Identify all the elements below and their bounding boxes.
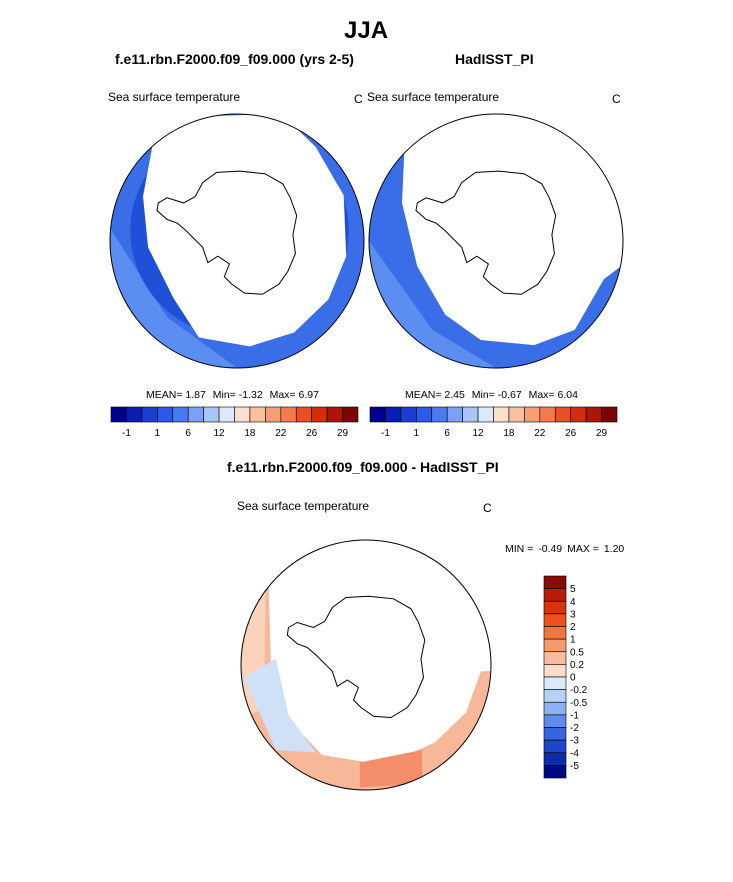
colorbar-tick-label: 1: [570, 635, 576, 646]
right-max-label: Max=: [528, 389, 555, 401]
colorbar-tick-label: 2: [570, 622, 576, 633]
colorbar-tick-label: 29: [337, 428, 349, 439]
colorbar-tick-label: 26: [565, 428, 577, 439]
left-units-label: C: [354, 92, 363, 106]
colorbar-segment: [543, 664, 567, 678]
map-boundary: [240, 539, 492, 791]
colorbar-segment: [543, 651, 567, 665]
colorbar-segment: [543, 701, 567, 716]
colorbar-segment: [543, 575, 567, 589]
colorbar-tick-label: 1: [414, 428, 420, 439]
colorbar-tick-label: -5: [570, 761, 579, 772]
left-max-value: 6.97: [298, 389, 319, 401]
left-variable-label: Sea surface temperature: [108, 90, 241, 104]
diff-max-label: MAX =: [567, 543, 599, 555]
colorbar-tick-label: 0.2: [570, 660, 584, 671]
diff-stats: MIN = -0.49 MAX = 1.20: [505, 543, 624, 555]
colorbar-tick-label: -2: [570, 723, 579, 734]
diff-min-value: -0.49: [538, 543, 563, 555]
right-variable-label: Sea surface temperature: [367, 90, 500, 104]
colorbar-tick-label: -0.5: [570, 698, 588, 709]
colorbar-tick-label: 18: [244, 428, 256, 439]
colorbar-segment: [543, 600, 567, 615]
colorbar-tick-label: 3: [570, 609, 576, 620]
right-max-value: 6.04: [557, 389, 578, 401]
colorbar-tick-label: -1: [122, 428, 131, 439]
colorbar-tick-label: 4: [570, 597, 576, 608]
colorbar-tick-label: 26: [306, 428, 318, 439]
diff-panel-title: f.e11.rbn.F2000.f09_f09.000 - HadISST_PI: [227, 459, 499, 475]
left-stats: MEAN= 1.87 Min= -1.32 Max= 6.97: [146, 389, 319, 401]
left-min-value: -1.32: [238, 389, 263, 401]
colorbar-tick-label: -3: [570, 736, 579, 747]
colorbar-tick-label: -0.2: [570, 685, 588, 696]
colorbar-segment: [601, 406, 618, 423]
colorbar-segment: [543, 752, 567, 766]
right-stats: MEAN= 2.45 Min= -0.67 Max= 6.04: [405, 389, 578, 401]
page-title: JJA: [344, 17, 389, 44]
positive-anomaly-strong: [359, 750, 423, 788]
antarctica-coastline: [156, 170, 298, 295]
right-panel-title: HadISST_PI: [455, 51, 534, 67]
colorbar-segment: [543, 626, 567, 640]
colorbar-tick-label: 6: [444, 428, 450, 439]
colorbar-tick-label: 1: [155, 428, 161, 439]
colorbar-tick-label: -1: [570, 710, 579, 721]
colorbar-segment: [342, 406, 359, 423]
colorbar-tick-label: 6: [185, 428, 191, 439]
right-min-label: Min=: [471, 389, 495, 401]
diff-min-label: MIN =: [505, 543, 534, 555]
colorbar-tick-label: 18: [503, 428, 515, 439]
right-mean-value: 2.45: [444, 389, 465, 401]
colorbar-tick-label: 12: [214, 428, 226, 439]
diff-units-label: C: [483, 501, 492, 515]
colorbar-segment: [543, 765, 567, 779]
left-mean-value: 1.87: [185, 389, 206, 401]
antarctica-coastline: [286, 595, 426, 719]
colorbar-tick-label: 12: [473, 428, 485, 439]
colorbar-segment: [543, 727, 567, 741]
colorbar-segment: [543, 714, 567, 728]
left-mean-label: MEAN=: [146, 389, 183, 401]
colorbar-segment: [543, 588, 567, 602]
colorbar-tick-label: -1: [381, 428, 390, 439]
left-panel-title: f.e11.rbn.F2000.f09_f09.000 (yrs 2-5): [115, 51, 354, 67]
colorbar-segment: [543, 676, 567, 690]
map-boundary: [109, 113, 365, 369]
colorbar-tick-label: 29: [596, 428, 608, 439]
colorbar-tick-label: 22: [275, 428, 287, 439]
diff-variable-label: Sea surface temperature: [237, 499, 370, 513]
colorbar-tick-label: -4: [570, 748, 579, 759]
colorbar-segment: [543, 689, 567, 703]
colorbar-segment: [543, 739, 567, 754]
left-min-label: Min=: [212, 389, 236, 401]
colorbar-segment: [543, 638, 567, 653]
colorbar-tick-label: 0.5: [570, 647, 584, 658]
map-boundary: [368, 113, 624, 369]
right-mean-label: MEAN=: [405, 389, 442, 401]
negative-anomaly: [243, 658, 316, 753]
diff-max-value: 1.20: [603, 543, 625, 555]
right-units-label: C: [612, 92, 621, 106]
colorbar-tick-label: 0: [570, 673, 576, 684]
colorbar-tick-label: 22: [534, 428, 546, 439]
colorbar-segment: [543, 613, 567, 627]
right-min-value: -0.67: [497, 389, 522, 401]
antarctica-coastline: [415, 170, 557, 295]
colorbar-tick-label: 5: [570, 584, 576, 595]
left-max-label: Max=: [269, 389, 296, 401]
